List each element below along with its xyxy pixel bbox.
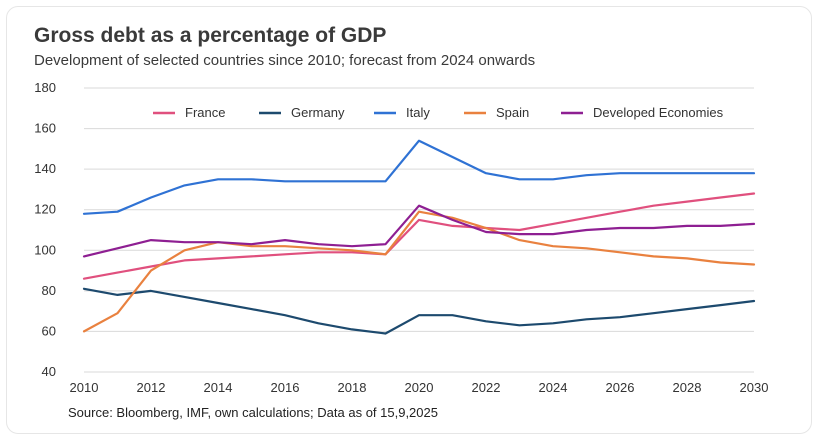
chart-subtitle: Development of selected countries since …	[34, 52, 536, 69]
x-tick-label: 2022	[472, 380, 501, 395]
x-axis-ticks: 2010 2012 2014 2016 2018 2020 2022 2024 2026 2028…	[70, 380, 769, 395]
series-line-developed-economies	[82, 204, 756, 258]
gridlines	[84, 87, 754, 373]
x-tick-label: 2012	[137, 380, 166, 395]
y-tick-label: 40	[42, 364, 56, 379]
chart-card	[6, 6, 812, 434]
y-tick-label: 60	[42, 323, 56, 338]
y-tick-label: 100	[34, 242, 56, 257]
x-tick-label: 2014	[204, 380, 233, 395]
legend-label-germany: Germany	[291, 105, 345, 120]
y-axis-ticks: 40 60 80 100 120 140 160 180	[34, 80, 56, 379]
series-line-spain	[82, 210, 756, 333]
x-tick-label: 2016	[271, 380, 300, 395]
source-note: Source: Bloomberg, IMF, own calculations…	[68, 405, 438, 420]
y-tick-label: 80	[42, 283, 56, 298]
legend-label-italy: Italy	[406, 105, 430, 120]
x-tick-label: 2024	[539, 380, 568, 395]
x-tick-label: 2026	[606, 380, 635, 395]
legend-label-developed-economies: Developed Economies	[593, 105, 724, 120]
series-line-germany	[82, 287, 756, 335]
y-tick-label: 160	[34, 121, 56, 136]
x-tick-label: 2020	[405, 380, 434, 395]
x-tick-label: 2018	[338, 380, 367, 395]
legend: France Germany Italy Spain Developed Economi…	[153, 105, 724, 120]
y-tick-label: 180	[34, 80, 56, 95]
x-tick-label: 2010	[70, 380, 99, 395]
series-lines	[82, 139, 756, 335]
legend-label-france: France	[185, 105, 225, 120]
x-tick-label: 2030	[740, 380, 769, 395]
y-tick-label: 140	[34, 161, 56, 176]
chart-title: Gross debt as a percentage of GDP	[34, 24, 387, 47]
series-line-france	[82, 192, 756, 280]
legend-label-spain: Spain	[496, 105, 529, 120]
y-tick-label: 120	[34, 202, 56, 217]
x-tick-label: 2028	[673, 380, 702, 395]
series-line-italy	[82, 139, 756, 215]
